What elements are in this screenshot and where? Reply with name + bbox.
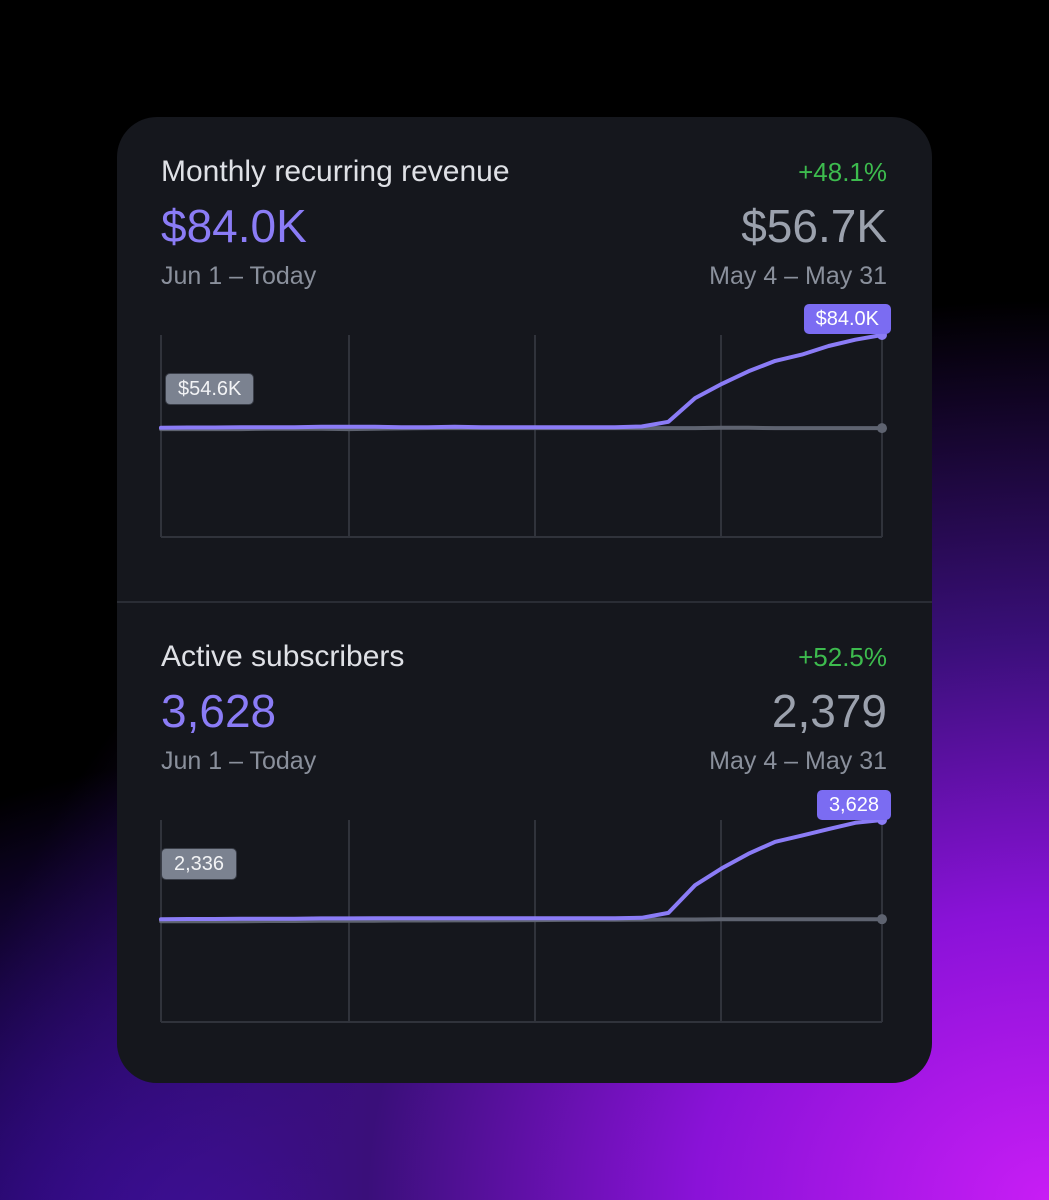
start-value-label: $54.6K <box>165 373 255 405</box>
previous-value: $56.7K <box>741 200 887 252</box>
current-value: $84.0K <box>161 200 307 252</box>
current-period-line <box>159 818 884 922</box>
metrics-card: Monthly recurring revenue +48.1% $84.0K … <box>117 117 932 1083</box>
previous-range: May 4 – May 31 <box>709 747 887 775</box>
subscribers-chart[interactable]: 2,336 3,628 <box>157 782 891 1032</box>
current-range: Jun 1 – Today <box>161 262 317 290</box>
end-value-label: 3,628 <box>816 790 891 820</box>
subscribers-chart-svg <box>159 815 887 1023</box>
previous-value: 2,379 <box>771 685 887 737</box>
mrr-section: Monthly recurring revenue +48.1% $84.0K … <box>117 117 932 601</box>
subscribers-section: Active subscribers +52.5% 3,628 2,379 Ju… <box>117 602 932 1083</box>
metric-title: Active subscribers <box>161 640 405 673</box>
metric-title: Monthly recurring revenue <box>161 155 510 188</box>
change-badge: +48.1% <box>798 157 887 187</box>
mrr-chart[interactable]: $54.6K $84.0K <box>157 297 891 547</box>
mrr-chart-svg <box>159 330 887 538</box>
current-value: 3,628 <box>161 685 277 737</box>
change-badge: +52.5% <box>798 642 887 672</box>
previous-range: May 4 – May 31 <box>709 262 887 290</box>
previous-end-point <box>877 914 887 925</box>
end-value-label: $84.0K <box>803 304 891 334</box>
previous-end-point <box>877 423 887 434</box>
section-divider <box>117 601 932 603</box>
current-range: Jun 1 – Today <box>161 747 317 775</box>
current-period-line <box>159 333 884 430</box>
start-value-label: 2,336 <box>161 848 238 880</box>
